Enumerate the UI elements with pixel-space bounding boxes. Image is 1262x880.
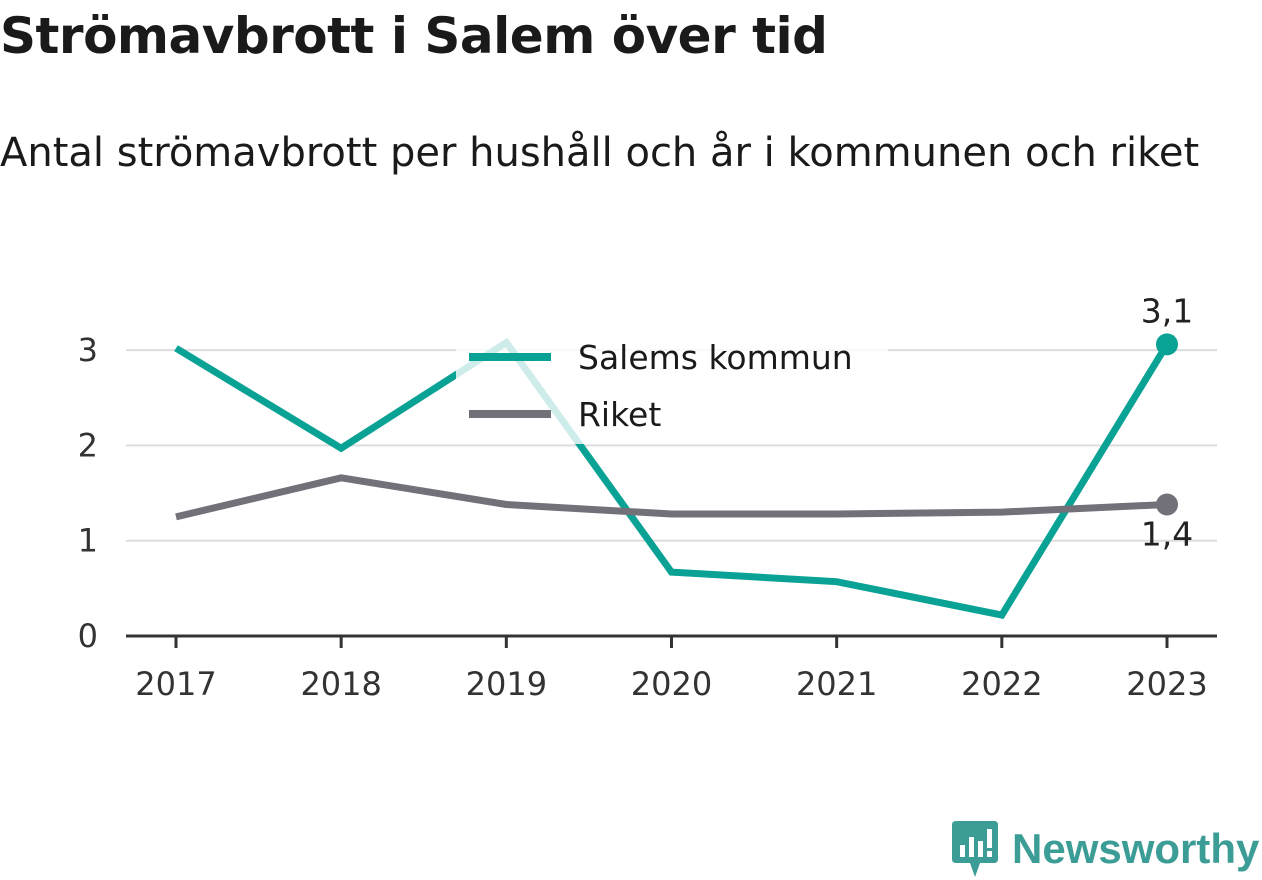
x-tick-label-2023: 2023: [1126, 665, 1207, 703]
newsworthy-logo-icon: [952, 821, 998, 877]
x-tick-label-2018: 2018: [300, 665, 381, 703]
x-tick-label-2019: 2019: [466, 665, 547, 703]
x-tick-label-2021: 2021: [796, 665, 877, 703]
x-tick-label-2020: 2020: [631, 665, 712, 703]
legend: Salems kommun Riket: [456, 330, 888, 444]
x-tick-label-2017: 2017: [135, 665, 216, 703]
y-tick-label-2: 2: [78, 426, 98, 464]
chart-subtitle: Antal strömavbrott per hushåll och år i …: [0, 130, 1200, 176]
series-line-2: [175, 474, 1168, 521]
legend-label-2: Riket: [578, 395, 661, 434]
chart-title: Strömavbrott i Salem över tid: [0, 7, 828, 65]
legend-background: [456, 330, 888, 444]
y-tick-label-3: 3: [78, 331, 98, 369]
y-tick-label-0: 0: [78, 617, 98, 655]
end-point-1: [1156, 333, 1178, 356]
series-line-1: [174, 337, 1170, 619]
newsworthy-brand: Newsworthy: [950, 818, 1259, 880]
end-point-2: [1156, 493, 1178, 516]
brand-name: Newsworthy: [1012, 825, 1260, 872]
legend-label-1: Salems kommun: [578, 338, 853, 377]
end-value-label-2: 1,4: [1141, 514, 1193, 553]
y-tick-label-1: 1: [78, 522, 98, 560]
end-value-label-1: 3,1: [1141, 291, 1193, 330]
x-tick-label-2022: 2022: [961, 665, 1042, 703]
